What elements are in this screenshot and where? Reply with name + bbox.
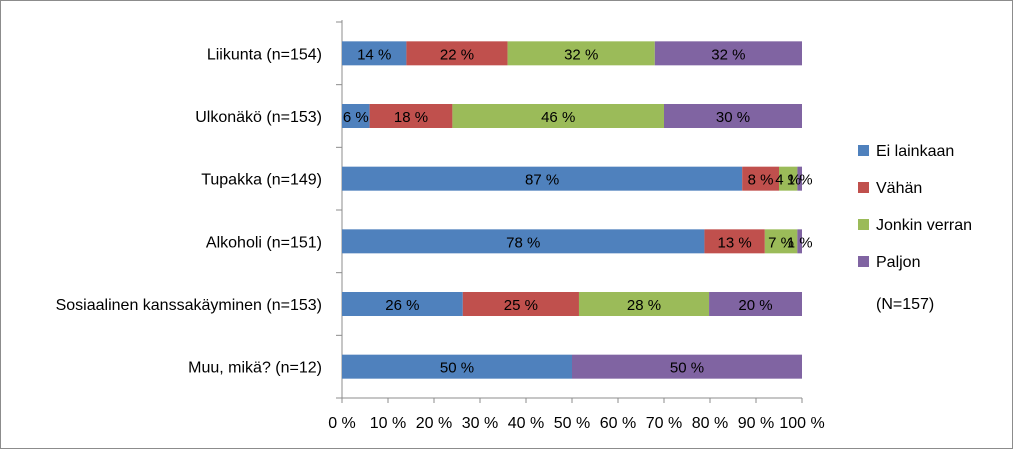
- bar-segment: [342, 104, 370, 128]
- data-label: 1 %: [787, 172, 813, 189]
- data-label: 7 %: [768, 234, 794, 251]
- data-label: 78 %: [506, 234, 540, 251]
- x-tick-label: 30 %: [462, 415, 498, 432]
- data-label: 32 %: [564, 46, 598, 63]
- bar-segment: [369, 104, 453, 128]
- bar-segment: [342, 354, 572, 379]
- legend-swatch: [858, 182, 869, 193]
- category-label: Tupakka (n=149): [201, 172, 322, 189]
- x-tick-label: 60 %: [600, 415, 636, 432]
- legend-swatch: [858, 256, 869, 267]
- data-labels: 14 % 22 % 32 % 32 % 6 % 18 % 46 % 30 % 87 % 8 % 4 …: [343, 46, 813, 376]
- data-label: 4 %: [775, 172, 801, 189]
- category-label: Muu, mikä? (n=12): [188, 360, 322, 377]
- data-label: 8 %: [748, 172, 774, 189]
- data-label: 50 %: [670, 360, 704, 377]
- bar-segment: [406, 41, 508, 66]
- legend-swatch: [858, 145, 869, 156]
- x-tick-label: 0 %: [328, 415, 356, 432]
- bar-segment: [342, 229, 705, 254]
- x-tick-label: 40 %: [508, 415, 544, 432]
- x-tick-label: 50 %: [554, 415, 590, 432]
- bar-segment: [779, 166, 798, 191]
- data-label: 14 %: [357, 46, 391, 63]
- data-label: 18 %: [394, 109, 428, 126]
- bar-segment: [704, 229, 765, 254]
- x-tick-label: 80 %: [692, 415, 728, 432]
- legend-label: Vähän: [876, 180, 922, 197]
- x-tick-label: 90 %: [738, 415, 774, 432]
- bar-segment: [664, 104, 802, 128]
- data-label: 13 %: [718, 234, 752, 251]
- data-label: 22 %: [440, 46, 474, 63]
- data-label: 32 %: [711, 46, 745, 63]
- data-label: 30 %: [716, 109, 750, 126]
- bar-segment: [764, 229, 798, 254]
- category-label: Sosiaalinen kanssakäyminen (n=153): [56, 297, 322, 314]
- data-label: 25 %: [504, 297, 538, 314]
- data-label: 50 %: [440, 360, 474, 377]
- bars: [342, 41, 802, 379]
- category-label: Ulkonäkö (n=153): [195, 109, 322, 126]
- category-label: Alkoholi (n=151): [206, 234, 322, 251]
- bar-segment: [342, 166, 743, 191]
- bar-segment: [452, 104, 664, 128]
- bar-segment: [342, 292, 463, 316]
- legend-label: Paljon: [876, 254, 920, 271]
- bar-segment: [578, 292, 710, 316]
- x-tick-label: 100 %: [779, 415, 824, 432]
- axes: 0 % 10 % 20 % 30 % 40 % 50 % 60 % 70 % 80 % 90 % 1…: [56, 20, 825, 432]
- bar-segment: [572, 354, 802, 379]
- data-label: 26 %: [385, 297, 419, 314]
- data-label: 6 %: [343, 109, 369, 126]
- legend-label: Ei lainkaan: [876, 143, 954, 160]
- legend-swatch: [858, 219, 869, 230]
- legend-note: (N=157): [876, 296, 934, 313]
- legend: Ei lainkaan Vähän Jonkin verran Paljon (N=15…: [858, 143, 972, 313]
- x-tick-label: 10 %: [370, 415, 406, 432]
- data-label: 46 %: [541, 109, 575, 126]
- category-label: Liikunta (n=154): [207, 46, 322, 63]
- x-tick-label: 70 %: [646, 415, 682, 432]
- bar-segment: [507, 41, 655, 66]
- legend-label: Jonkin verran: [876, 217, 972, 234]
- bar-segment: [342, 41, 407, 66]
- data-label: 28 %: [627, 297, 661, 314]
- bar-segment: [462, 292, 579, 316]
- data-label: 1 %: [787, 234, 813, 251]
- x-tick-label: 20 %: [416, 415, 452, 432]
- bar-segment: [709, 292, 802, 316]
- bar-segment: [742, 166, 779, 191]
- data-label: 87 %: [525, 172, 559, 189]
- bar-segment: [654, 41, 802, 66]
- bar-segment: [797, 229, 802, 254]
- bar-segment: [797, 166, 802, 191]
- data-label: 20 %: [738, 297, 772, 314]
